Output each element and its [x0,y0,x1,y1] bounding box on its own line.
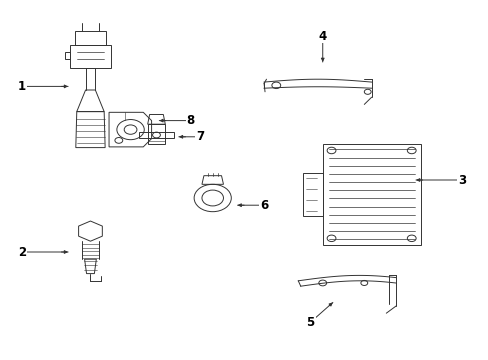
Text: 3: 3 [457,174,465,186]
Text: 5: 5 [306,316,314,329]
Text: 7: 7 [196,130,204,143]
Text: 1: 1 [18,80,26,93]
Text: 2: 2 [18,246,26,258]
Text: 4: 4 [318,30,326,42]
Text: 6: 6 [260,199,267,212]
Text: 8: 8 [186,114,194,127]
